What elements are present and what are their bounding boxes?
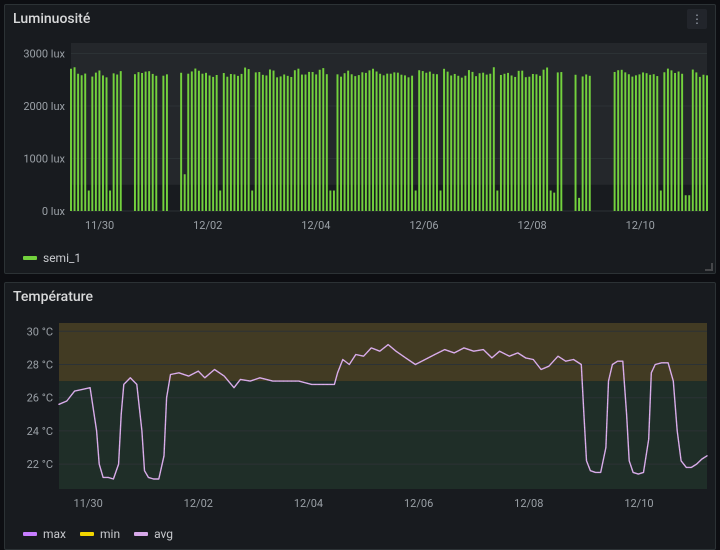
panel-title: Température: [13, 289, 93, 305]
panel-header: Luminuosité ⋮: [5, 5, 715, 33]
svg-text:12/02: 12/02: [184, 497, 213, 510]
svg-text:12/10: 12/10: [624, 497, 653, 510]
svg-text:12/10: 12/10: [626, 219, 655, 232]
svg-text:12/06: 12/06: [409, 219, 438, 232]
legend-item[interactable]: avg: [134, 527, 173, 541]
legend-label: max: [43, 527, 66, 541]
svg-text:0 lux: 0 lux: [42, 205, 66, 218]
legend-swatch: [80, 532, 94, 536]
legend-label: avg: [154, 527, 173, 541]
legend-item[interactable]: max: [23, 527, 66, 541]
legend-item[interactable]: semi_1: [23, 251, 81, 265]
chart-temperature[interactable]: 22 °C 24 °C 26 °C 28 °C 30 °C 11/30 12/02 12/04…: [5, 311, 715, 523]
panel-luminosity: Luminuosité ⋮ 0 lux 1000 lux 2000 lux 3000 …: [4, 4, 716, 274]
svg-text:30 °C: 30 °C: [27, 325, 53, 338]
svg-text:12/08: 12/08: [517, 219, 546, 232]
legend-item[interactable]: min: [80, 527, 120, 541]
legend-swatch: [23, 532, 37, 536]
svg-text:26 °C: 26 °C: [27, 392, 53, 405]
legend-label: semi_1: [43, 251, 81, 265]
svg-text:2000 lux: 2000 lux: [23, 100, 65, 113]
panel-menu-button[interactable]: ⋮: [687, 9, 707, 29]
svg-text:12/04: 12/04: [294, 497, 323, 510]
svg-text:11/30: 11/30: [85, 219, 114, 232]
svg-text:12/08: 12/08: [514, 497, 543, 510]
kebab-icon: ⋮: [691, 13, 703, 25]
resize-handle[interactable]: [705, 263, 713, 271]
svg-text:1000 lux: 1000 lux: [23, 153, 65, 166]
legend: max min avg: [5, 523, 715, 549]
chart-luminosity[interactable]: 0 lux 1000 lux 2000 lux 3000 lux 11/30 12/02 1…: [5, 33, 715, 247]
panel-header: Température: [5, 283, 715, 311]
svg-text:24 °C: 24 °C: [27, 425, 53, 438]
legend: semi_1: [5, 247, 715, 273]
svg-text:28 °C: 28 °C: [27, 359, 53, 372]
svg-text:12/06: 12/06: [404, 497, 433, 510]
svg-text:3000 lux: 3000 lux: [23, 48, 65, 61]
svg-text:12/04: 12/04: [301, 219, 330, 232]
legend-swatch: [23, 256, 37, 260]
svg-text:11/30: 11/30: [74, 497, 103, 510]
svg-text:12/02: 12/02: [193, 219, 222, 232]
legend-swatch: [134, 532, 148, 536]
legend-label: min: [100, 527, 120, 541]
panel-title: Luminuosité: [13, 11, 90, 27]
svg-text:22 °C: 22 °C: [27, 458, 53, 471]
panel-temperature: Température 22 °C 24 °C 26 °C 28 °C 30 °C 11/…: [4, 282, 716, 550]
